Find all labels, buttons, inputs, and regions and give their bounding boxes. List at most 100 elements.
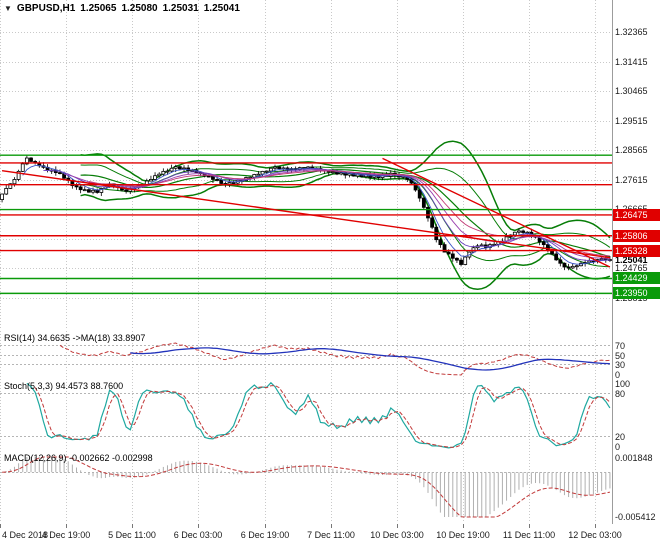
candle [4,188,9,195]
price-axis-label: 1.24765 [615,263,648,274]
rsi-axis[interactable]: 70 50 30 0 [613,331,660,380]
stochastic-canvas[interactable] [0,379,612,450]
candle [29,157,33,162]
candle [219,179,224,184]
time-axis-label: 10 Dec 03:00 [370,530,424,540]
time-axis-label: 11 Dec 11:00 [502,530,556,540]
candle [430,217,435,228]
price-axis-label: 1.28565 [615,145,648,156]
rsi-axis-label: 30 [615,359,626,370]
candle [450,253,455,259]
rsi-level-lines [0,345,612,365]
candle [277,166,282,169]
candle [124,189,129,192]
rsi-label: RSI(14) 34.6635 ->MA(18) 33.8907 [4,333,146,343]
macd-canvas[interactable] [0,451,612,523]
candle [16,170,21,180]
candle [58,172,62,175]
low-value: 1.25031 [162,3,199,14]
main-chart-canvas[interactable] [0,0,612,330]
macd-signal-line [2,456,611,518]
trendline [1,170,611,259]
time-axis-tick [0,524,1,528]
candle [161,170,166,175]
rsi-canvas[interactable] [0,331,612,378]
candle [273,166,277,169]
candle [211,175,215,180]
rsi-axis-label: 0 [615,370,621,380]
time-axis-tick [198,524,199,528]
candle [330,171,335,174]
rsi-line [59,342,610,376]
candle [579,262,583,267]
price-axis[interactable]: 1.32365 1.31415 1.30465 1.29515 1.28565 1.276… [613,0,660,331]
symbol-dropdown-icon[interactable]: ▼ [4,3,12,13]
time-axis-tick [463,524,464,528]
macd-label: MACD(12,26,9) -0.002662 -0.002998 [4,453,153,463]
time-axis-tick [66,524,67,528]
candle [215,179,219,181]
time-axis-label: 4 Dec 2018 [2,530,49,540]
price-level-badge: 1.23950 [613,287,660,300]
candle [574,265,579,268]
time-axis-tick [265,524,266,528]
candle [260,170,265,175]
price-axis-label: 1.30465 [615,86,648,97]
chart-header: ▼ GBPUSD,H1 1.25065 1.25080 1.25031 1.25… [4,3,240,14]
price-axis-label: 1.31415 [615,56,648,67]
price-axis-label: 1.29515 [615,115,648,126]
candle [153,175,157,180]
candle [421,197,426,208]
close-value: 1.25041 [203,3,240,14]
macd-histogram [5,457,611,517]
candle [173,166,178,169]
vertical-gridlines [0,331,596,378]
time-axis-label: 10 Dec 19:00 [436,530,490,540]
high-value: 1.25080 [121,3,158,14]
candle [459,259,463,265]
candle [256,173,261,176]
candle [442,244,447,253]
time-axis[interactable]: 4 Dec 2018 4 Dec 19:00 5 Dec 11:00 6 Dec 03… [0,524,660,550]
candle [554,253,559,261]
candle [91,189,95,193]
candle [455,257,459,261]
candle [438,239,443,246]
time-axis-tick [331,524,332,528]
candle [95,189,100,193]
candle [446,251,451,255]
time-axis-tick [132,524,133,528]
candle [541,241,546,246]
symbol-timeframe-label: GBPUSD,H1 [16,3,76,14]
stochastic-panel: 100 80 20 0 Stoch(5,3,3) 94.4573 88.7600 [0,379,660,452]
stoch-axis-label: 20 [615,431,626,442]
candle [512,231,517,236]
stochastic-axis[interactable]: 100 80 20 0 [613,379,660,452]
axis-separator [612,0,613,524]
time-axis-label: 12 Dec 03:00 [568,530,622,540]
candle [149,179,153,182]
stoch-k-line [26,381,611,449]
time-axis-tick [397,524,398,528]
macd-axis[interactable]: 0.001848 -0.005412 [613,451,660,524]
candle [165,170,170,173]
candle [417,189,422,199]
candle [558,259,563,264]
open-value: 1.25065 [80,3,117,14]
candle [157,173,162,177]
time-axis-label: 4 Dec 19:00 [41,530,91,540]
candle [99,188,104,193]
price-axis-label: 1.32365 [615,27,648,38]
price-level-badge: 1.26475 [613,208,660,221]
candle [78,186,83,191]
rsi-ma-line [130,347,610,371]
main-chart-panel: 1.32365 1.31415 1.30465 1.29515 1.28565 1.276… [0,0,660,332]
stochastic-label: Stoch(5,3,3) 94.4573 88.7600 [4,381,124,391]
vertical-gridlines [0,451,596,523]
candle [206,175,211,178]
candle [517,230,521,233]
price-level-badge: 1.25328 [613,244,660,257]
rsi-axis-label: 50 [615,350,626,361]
candle [343,172,348,176]
stoch-axis-label: 80 [615,389,626,400]
